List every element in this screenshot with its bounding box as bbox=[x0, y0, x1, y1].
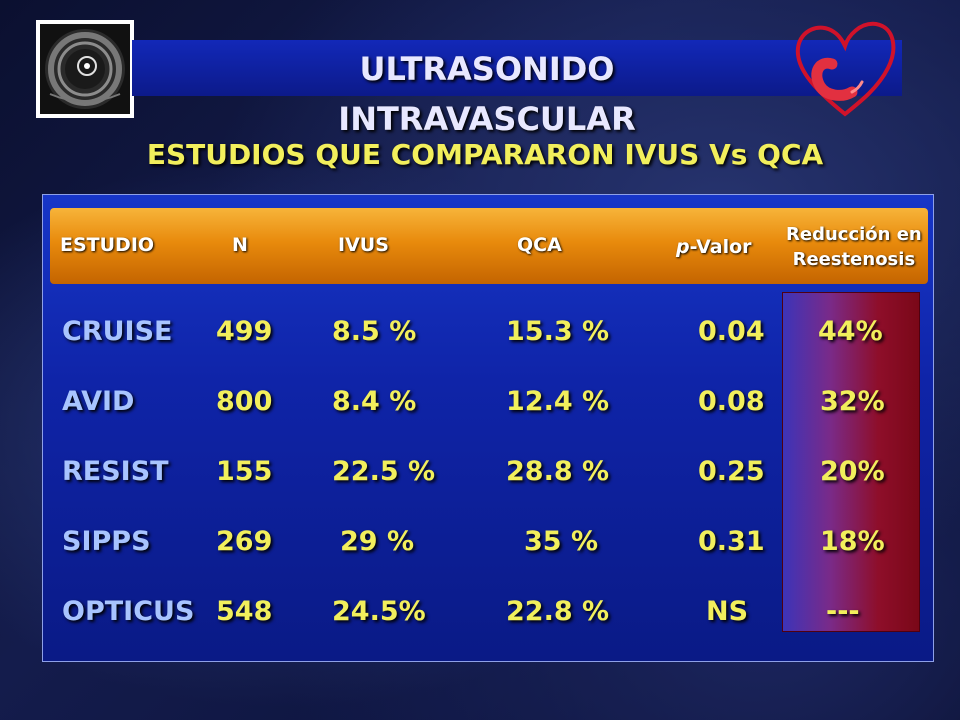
row-1-reduction: 44% bbox=[818, 316, 883, 347]
row-3-qca: 28.8 % bbox=[506, 456, 610, 487]
row-1-p: 0.04 bbox=[698, 316, 765, 347]
header-reduction: Reducción en Reestenosis bbox=[786, 222, 922, 272]
row-2-study: AVID bbox=[62, 386, 135, 417]
ivus-thumbnail bbox=[36, 20, 134, 118]
slide-subtitle: ESTUDIOS QUE COMPARARON IVUS Vs QCA bbox=[146, 138, 824, 171]
row-4-reduction: 18% bbox=[820, 526, 885, 557]
header-pvalue-rest: -Valor bbox=[689, 236, 752, 258]
row-2-ivus: 8.4 % bbox=[332, 386, 417, 417]
row-3-ivus: 22.5 % bbox=[332, 456, 436, 487]
header-reduction-line2: Reestenosis bbox=[792, 249, 916, 270]
row-2-n: 800 bbox=[216, 386, 273, 417]
row-2-reduction: 32% bbox=[820, 386, 885, 417]
header-pvalue: p-Valor bbox=[676, 236, 752, 258]
header-qca: QCA bbox=[517, 234, 562, 256]
row-2-qca: 12.4 % bbox=[506, 386, 610, 417]
header-n: N bbox=[232, 234, 248, 256]
row-3-p: 0.25 bbox=[698, 456, 765, 487]
header-reduction-line1: Reducción en bbox=[786, 224, 922, 245]
row-2-p: 0.08 bbox=[698, 386, 765, 417]
reduction-highlight-column bbox=[782, 292, 920, 632]
row-4-n: 269 bbox=[216, 526, 273, 557]
header-pvalue-italic: p bbox=[676, 236, 690, 258]
row-1-qca: 15.3 % bbox=[506, 316, 610, 347]
row-4-p: 0.31 bbox=[698, 526, 765, 557]
row-3-reduction: 20% bbox=[820, 456, 885, 487]
row-1-n: 499 bbox=[216, 316, 273, 347]
row-4-ivus: 29 % bbox=[340, 526, 415, 557]
header-ivus: IVUS bbox=[338, 234, 389, 256]
row-5-reduction: --- bbox=[826, 596, 860, 627]
row-4-qca: 35 % bbox=[524, 526, 599, 557]
header-study: ESTUDIO bbox=[60, 234, 155, 256]
row-5-study: OPTICUS bbox=[62, 596, 195, 627]
row-4-study: SIPPS bbox=[62, 526, 151, 557]
heart-logo-icon bbox=[795, 21, 896, 117]
row-5-qca: 22.8 % bbox=[506, 596, 610, 627]
slide-title: ULTRASONIDO INTRAVASCULAR bbox=[338, 50, 636, 138]
row-1-ivus: 8.5 % bbox=[332, 316, 417, 347]
table-header-bar bbox=[50, 208, 928, 284]
row-5-p: NS bbox=[706, 596, 749, 627]
title-bar bbox=[132, 40, 902, 96]
row-3-study: RESIST bbox=[62, 456, 169, 487]
row-5-n: 548 bbox=[216, 596, 273, 627]
row-3-n: 155 bbox=[216, 456, 273, 487]
row-5-ivus: 24.5% bbox=[332, 596, 426, 627]
ivus-cross-section-image bbox=[40, 24, 130, 114]
row-1-study: CRUISE bbox=[62, 316, 173, 347]
